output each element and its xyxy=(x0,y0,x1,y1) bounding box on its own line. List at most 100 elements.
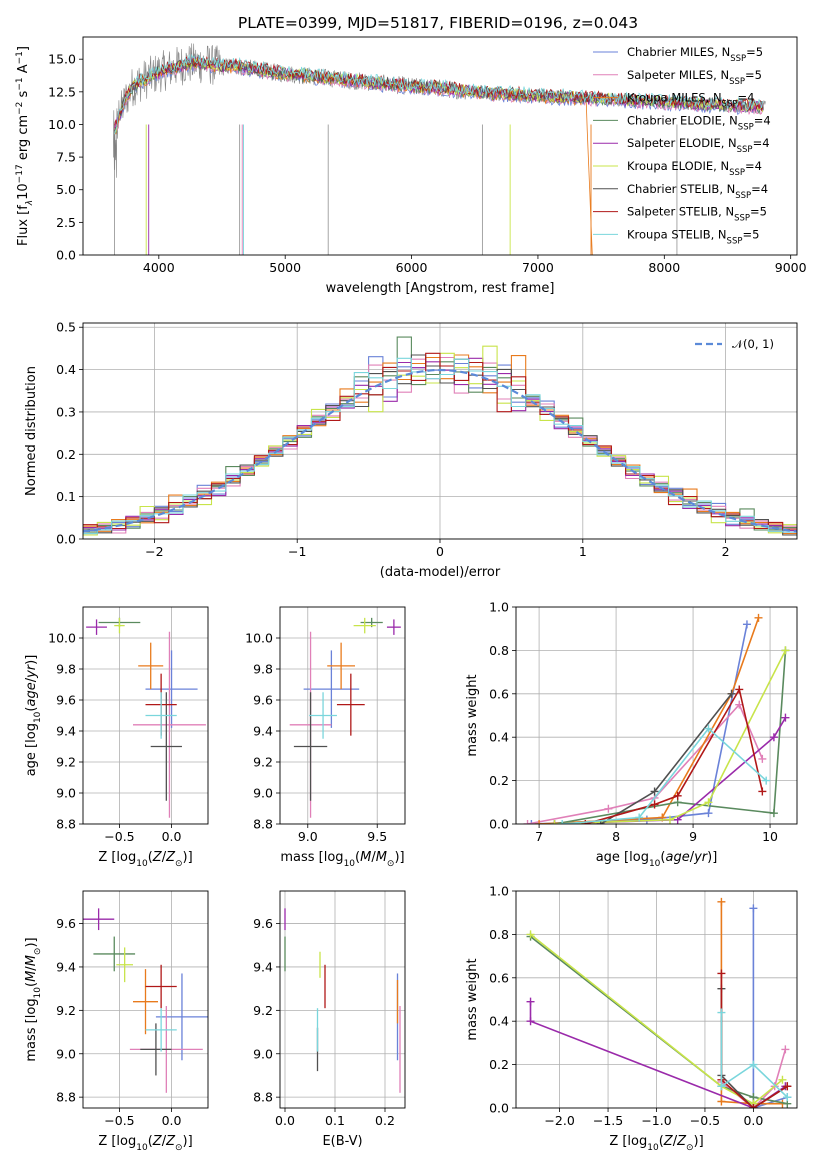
plus-marker xyxy=(550,820,559,824)
y-tick-label: 0.4 xyxy=(489,730,509,745)
x-tick-label: 0.0 xyxy=(162,1113,182,1128)
panel-age-vs-Z: −0.5 0.0 8.8 9.0 9.2 9.4 9.6 9.8 10.0 Z [log10(Z/… xyxy=(24,606,209,869)
error-bar-point xyxy=(138,642,164,690)
y-axis-label: age [log10(age/yr)] xyxy=(24,655,43,777)
plot-area xyxy=(280,607,405,824)
y-axis-label: Flux [fλ10−17 erg cm−2 s−1 A−1] xyxy=(15,46,35,246)
x-tick-label: −2.0 xyxy=(544,1113,574,1128)
y-tick-label: 0.0 xyxy=(489,817,509,832)
plot-area xyxy=(83,323,797,539)
plus-marker xyxy=(749,1060,758,1069)
plus-marker xyxy=(742,620,751,629)
error-bar-point xyxy=(133,969,158,1035)
y-tick-label: 0.8 xyxy=(489,927,509,942)
error-bars xyxy=(83,908,208,1093)
y-tick-label: 0.0 xyxy=(56,248,76,263)
y-axis-label: mass [log10(M/M⊙)] xyxy=(24,937,43,1061)
panel-residuals: −2 −1 0 1 2 0.0 0.1 0.2 0.3 0.4 0.5 (data-model)/er… xyxy=(24,320,798,580)
y-tick-label: 8.8 xyxy=(253,1090,273,1105)
x-tick-label: 5000 xyxy=(269,260,301,275)
x-tick-label: −0.5 xyxy=(104,829,134,844)
y-tick-label: 9.2 xyxy=(56,1003,76,1018)
series-lines xyxy=(523,613,790,824)
error-bar-point xyxy=(327,642,355,690)
plus-marker xyxy=(749,904,758,913)
y-tick-label: 9.6 xyxy=(56,693,76,708)
plus-marker xyxy=(754,613,763,622)
x-axis-label: wavelength [Angstrom, rest frame] xyxy=(326,281,555,296)
plot-area xyxy=(83,607,208,824)
plus-marker xyxy=(604,804,613,813)
plus-marker xyxy=(717,1097,726,1106)
panel-age-vs-mass: 9.0 9.5 8.8 9.0 9.2 9.4 9.6 9.8 10.0 mass [log10(… xyxy=(245,606,406,869)
y-tick-label: 0.2 xyxy=(56,447,76,462)
plot-area xyxy=(516,607,797,824)
x-tick-label: 0.0 xyxy=(162,829,182,844)
plus-marker xyxy=(650,787,659,796)
y-tick-label: 0.6 xyxy=(489,686,509,701)
x-axis-label: Z [log10(Z/Z⊙)] xyxy=(609,1134,703,1153)
x-tick-label: 9 xyxy=(689,829,697,844)
x-tick-label: 9.5 xyxy=(367,829,387,844)
plus-marker xyxy=(781,1045,790,1054)
y-tick-label: 9.4 xyxy=(253,724,273,739)
error-bar-point xyxy=(114,617,125,634)
error-bar-point xyxy=(145,964,177,1009)
x-tick-label: 1 xyxy=(579,544,587,559)
plus-marker xyxy=(717,897,726,906)
grid xyxy=(280,607,405,824)
y-tick-label: 8.8 xyxy=(253,817,273,832)
x-tick-label: 0.2 xyxy=(375,1113,395,1128)
y-tick-label: 10.0 xyxy=(245,631,273,646)
plus-marker xyxy=(523,820,532,824)
plot-area xyxy=(516,891,797,1108)
y-tick-label: 2.5 xyxy=(56,215,76,230)
plus-marker xyxy=(635,813,644,822)
x-tick-label: 7 xyxy=(535,829,543,844)
y-tick-label: 7.5 xyxy=(56,150,76,165)
y-tick-label: 0.5 xyxy=(56,320,76,335)
y-tick-label: 0.0 xyxy=(56,532,76,547)
legend-label: 𝒩(0, 1) xyxy=(732,337,774,351)
plus-marker xyxy=(769,733,778,742)
x-tick-label: −1 xyxy=(288,544,306,559)
y-tick-label: 0.8 xyxy=(489,643,509,658)
y-axis-label: mass weight xyxy=(465,674,480,756)
x-tick-label: 9000 xyxy=(775,260,807,275)
y-tick-label: 12.5 xyxy=(48,84,76,99)
normal-reference-curve xyxy=(83,368,797,533)
model-spectra xyxy=(114,53,764,255)
residual-histogram xyxy=(83,357,797,535)
y-tick-label: 9.8 xyxy=(253,662,273,677)
y-tick-label: 0.1 xyxy=(56,489,76,504)
plus-marker xyxy=(704,798,713,807)
y-tick-label: 0.2 xyxy=(489,773,509,788)
plus-marker xyxy=(527,820,536,824)
y-tick-label: 9.0 xyxy=(56,1046,76,1061)
error-bar-point xyxy=(83,908,115,931)
plus-marker xyxy=(717,969,726,978)
series-lines xyxy=(526,897,792,1108)
error-bar-point xyxy=(86,619,107,635)
y-tick-label: 0.2 xyxy=(489,1057,509,1072)
residual-histogram xyxy=(83,352,797,530)
x-tick-label: −0.5 xyxy=(104,1113,134,1128)
y-tick-label: 8.8 xyxy=(56,1090,76,1105)
plus-marker xyxy=(535,820,544,824)
x-tick-label: 9.0 xyxy=(298,829,318,844)
x-axis-label: E(B-V) xyxy=(322,1134,362,1149)
plus-marker xyxy=(704,809,713,818)
y-tick-label: 0.4 xyxy=(489,1014,509,1029)
axes-frame xyxy=(82,36,798,256)
plot-area xyxy=(83,891,208,1108)
panel-mass-weight-vs-Z: −2.0 −1.5 −1.0 −0.5 0.0 0.0 0.2 0.4 0.6 0.8 1.0 Z [… xyxy=(465,884,798,1153)
y-tick-label: 9.4 xyxy=(253,959,273,974)
axes-frame xyxy=(515,606,798,825)
panel-mass-vs-Z: −0.5 0.0 8.8 9.0 9.2 9.4 9.6 Z [log10(Z/Z⊙)] mas… xyxy=(24,890,209,1153)
error-bar-point xyxy=(140,1023,172,1076)
y-tick-label: 1.0 xyxy=(489,600,509,615)
y-tick-label: 5.0 xyxy=(56,182,76,197)
y-tick-label: 8.8 xyxy=(56,817,76,832)
y-tick-label: 0.6 xyxy=(489,970,509,985)
plus-marker xyxy=(727,689,736,698)
